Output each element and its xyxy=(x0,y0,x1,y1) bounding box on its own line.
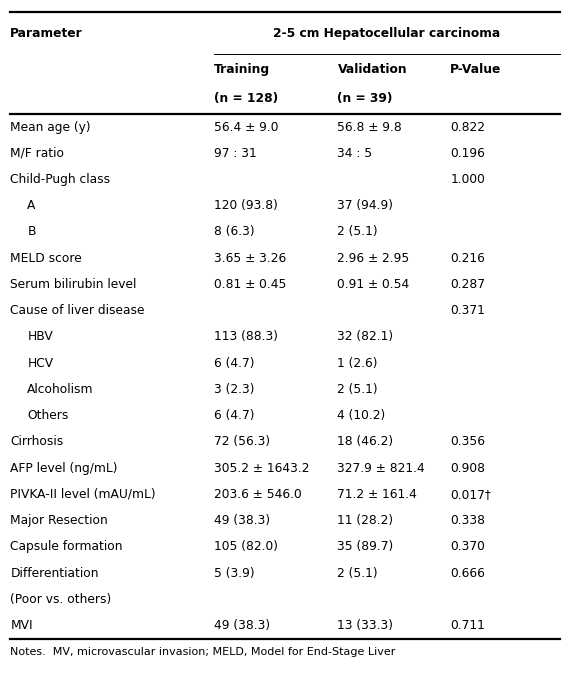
Text: 32 (82.1): 32 (82.1) xyxy=(337,330,393,344)
Text: 56.4 ± 9.0: 56.4 ± 9.0 xyxy=(214,121,278,134)
Text: Cirrhosis: Cirrhosis xyxy=(10,435,63,448)
Text: MVI: MVI xyxy=(10,619,33,632)
Text: 2 (5.1): 2 (5.1) xyxy=(337,226,378,239)
Text: 35 (89.7): 35 (89.7) xyxy=(337,540,394,553)
Text: 0.216: 0.216 xyxy=(450,252,485,264)
Text: HBV: HBV xyxy=(27,330,53,344)
Text: 105 (82.0): 105 (82.0) xyxy=(214,540,278,553)
Text: Capsule formation: Capsule formation xyxy=(10,540,123,553)
Text: 0.287: 0.287 xyxy=(450,278,485,291)
Text: 8 (6.3): 8 (6.3) xyxy=(214,226,254,239)
Text: (n = 39): (n = 39) xyxy=(337,92,393,106)
Text: 3.65 ± 3.26: 3.65 ± 3.26 xyxy=(214,252,286,264)
Text: 6 (4.7): 6 (4.7) xyxy=(214,409,254,422)
Text: Mean age (y): Mean age (y) xyxy=(10,121,91,134)
Text: 0.822: 0.822 xyxy=(450,121,485,134)
Text: 0.371: 0.371 xyxy=(450,304,485,317)
Text: 2 (5.1): 2 (5.1) xyxy=(337,383,378,396)
Text: 0.908: 0.908 xyxy=(450,462,485,475)
Text: MELD score: MELD score xyxy=(10,252,82,264)
Text: Others: Others xyxy=(27,409,69,422)
Text: Parameter: Parameter xyxy=(10,26,83,40)
Text: Validation: Validation xyxy=(337,62,407,76)
Text: 1 (2.6): 1 (2.6) xyxy=(337,357,378,370)
Text: 2 (5.1): 2 (5.1) xyxy=(337,567,378,580)
Text: 49 (38.3): 49 (38.3) xyxy=(214,619,270,632)
Text: 0.017†: 0.017† xyxy=(450,488,491,501)
Text: 49 (38.3): 49 (38.3) xyxy=(214,514,270,527)
Text: 0.711: 0.711 xyxy=(450,619,485,632)
Text: (n = 128): (n = 128) xyxy=(214,92,278,106)
Text: Alcoholism: Alcoholism xyxy=(27,383,94,396)
Text: AFP level (ng/mL): AFP level (ng/mL) xyxy=(10,462,118,475)
Text: 13 (33.3): 13 (33.3) xyxy=(337,619,393,632)
Text: 5 (3.9): 5 (3.9) xyxy=(214,567,254,580)
Text: Serum bilirubin level: Serum bilirubin level xyxy=(10,278,137,291)
Text: 3 (2.3): 3 (2.3) xyxy=(214,383,254,396)
Text: 97 : 31: 97 : 31 xyxy=(214,146,256,160)
Text: 6 (4.7): 6 (4.7) xyxy=(214,357,254,370)
Text: 203.6 ± 546.0: 203.6 ± 546.0 xyxy=(214,488,302,501)
Text: HCV: HCV xyxy=(27,357,54,370)
Text: 305.2 ± 1643.2: 305.2 ± 1643.2 xyxy=(214,462,310,475)
Text: Cause of liver disease: Cause of liver disease xyxy=(10,304,145,317)
Text: 2-5 cm Hepatocellular carcinoma: 2-5 cm Hepatocellular carcinoma xyxy=(273,26,500,40)
Text: 0.370: 0.370 xyxy=(450,540,485,553)
Text: 0.81 ± 0.45: 0.81 ± 0.45 xyxy=(214,278,286,291)
Text: PIVKA-II level (mAU/mL): PIVKA-II level (mAU/mL) xyxy=(10,488,156,501)
Text: M/F ratio: M/F ratio xyxy=(10,146,64,160)
Text: 18 (46.2): 18 (46.2) xyxy=(337,435,393,448)
Text: 34 : 5: 34 : 5 xyxy=(337,146,373,160)
Text: 120 (93.8): 120 (93.8) xyxy=(214,199,278,212)
Text: 72 (56.3): 72 (56.3) xyxy=(214,435,270,448)
Text: 327.9 ± 821.4: 327.9 ± 821.4 xyxy=(337,462,425,475)
Text: 113 (88.3): 113 (88.3) xyxy=(214,330,278,344)
Text: 37 (94.9): 37 (94.9) xyxy=(337,199,393,212)
Text: (Poor vs. others): (Poor vs. others) xyxy=(10,593,112,606)
Text: 71.2 ± 161.4: 71.2 ± 161.4 xyxy=(337,488,417,501)
Text: 56.8 ± 9.8: 56.8 ± 9.8 xyxy=(337,121,402,134)
Text: Child-Pugh class: Child-Pugh class xyxy=(10,173,111,186)
Text: 0.356: 0.356 xyxy=(450,435,485,448)
Text: A: A xyxy=(27,199,36,212)
Text: 1.000: 1.000 xyxy=(450,173,485,186)
Text: B: B xyxy=(27,226,36,239)
Text: 0.196: 0.196 xyxy=(450,146,485,160)
Text: P-Value: P-Value xyxy=(450,62,502,76)
Text: Training: Training xyxy=(214,62,270,76)
Text: Differentiation: Differentiation xyxy=(10,567,99,580)
Text: 0.338: 0.338 xyxy=(450,514,485,527)
Text: 0.91 ± 0.54: 0.91 ± 0.54 xyxy=(337,278,410,291)
Text: 4 (10.2): 4 (10.2) xyxy=(337,409,386,422)
Text: Major Resection: Major Resection xyxy=(10,514,108,527)
Text: 11 (28.2): 11 (28.2) xyxy=(337,514,393,527)
Text: Notes.  MV, microvascular invasion; MELD, Model for End-Stage Liver: Notes. MV, microvascular invasion; MELD,… xyxy=(10,647,396,657)
Text: 2.96 ± 2.95: 2.96 ± 2.95 xyxy=(337,252,410,264)
Text: 0.666: 0.666 xyxy=(450,567,485,580)
